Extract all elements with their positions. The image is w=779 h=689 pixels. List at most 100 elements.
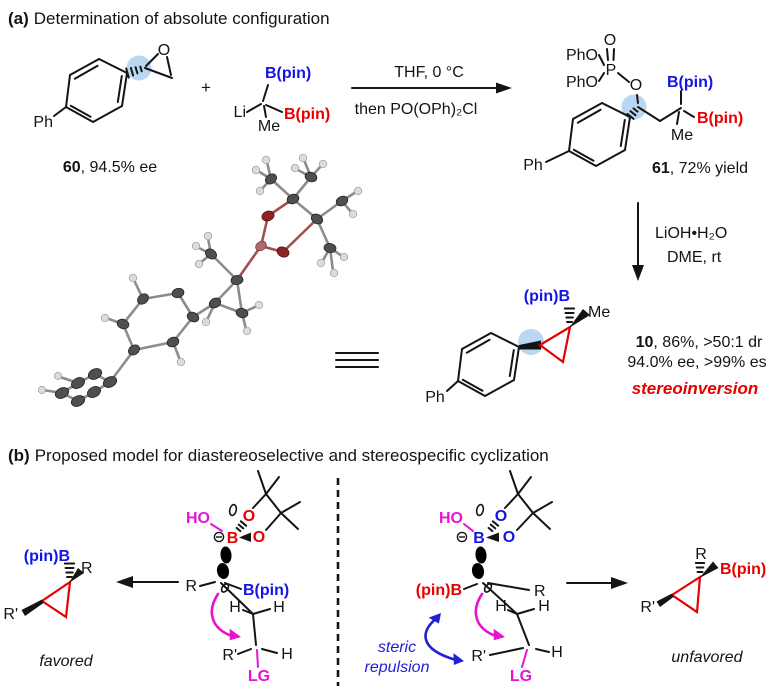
bpin-label: B(pin) — [720, 561, 766, 578]
xray-boron-oxygen — [255, 210, 290, 258]
orbital-lobe — [471, 563, 485, 579]
r-label: R — [185, 578, 197, 595]
reaction-arrow-1: THF, 0 °C then PO(OPh)₂Cl — [351, 64, 512, 118]
cyclopropane-ring — [538, 324, 572, 364]
arrowhead-bottom — [453, 653, 464, 665]
compound-61-label: 61, 72% yield — [652, 160, 748, 177]
rprime-label: R' — [640, 599, 655, 616]
phosphorus: P — [606, 62, 617, 79]
oxygen-double: O — [604, 32, 616, 49]
benzene-ring — [456, 331, 521, 398]
ho-label: HO — [186, 510, 210, 527]
h1-label: H — [495, 598, 507, 615]
xray-bonds — [41, 158, 358, 403]
equivalence-sign — [335, 352, 379, 368]
arrowhead — [496, 82, 512, 94]
hydrolysis-arrow: LiOH•H₂O DME, rt — [632, 202, 727, 281]
transition-state-right: HO B O O R (pin)B — [365, 470, 563, 685]
curved-arrow — [474, 592, 498, 638]
bold-wedge — [519, 340, 541, 350]
orbital-lobe — [216, 563, 230, 579]
pinb-label: (pin)B — [416, 582, 462, 599]
arrowhead-top — [428, 613, 441, 624]
favored-caption: favored — [39, 653, 93, 670]
curved-arrowhead — [229, 628, 241, 641]
hashed-wedge — [125, 65, 143, 79]
h2-label: H — [273, 599, 285, 616]
plus-sign: + — [201, 78, 211, 97]
li-label: Li — [234, 104, 246, 121]
unfavored-product-structure: R B(pin) R' unfavored — [640, 546, 766, 666]
bold-wedge-me — [569, 309, 590, 328]
arrowhead — [116, 576, 133, 588]
hashed-wedge — [63, 562, 76, 578]
bpin-blue-label: B(pin) — [667, 74, 713, 91]
panel-b-heading: (b) Proposed model for diastereoselective… — [8, 446, 549, 465]
benzene-ring — [567, 101, 632, 168]
bpin-red-label: B(pin) — [284, 106, 330, 123]
me-label: Me — [671, 127, 693, 144]
rprime-label: R' — [471, 648, 486, 665]
oxygen-atom — [261, 210, 275, 222]
ph-label: Ph — [425, 389, 445, 406]
steric-repulsion-annotation: steric repulsion — [365, 613, 464, 676]
pinb-label: (pin)B — [24, 548, 70, 565]
o-top-label: O — [495, 508, 507, 525]
h2-label: H — [538, 598, 550, 615]
bold-wedge-bpin — [699, 561, 719, 578]
double-headed-arrow — [424, 615, 458, 662]
compound-10-structure: Ph (pin)B Me 10, 86%, >50:1 dr 94.0% ee,… — [425, 288, 766, 406]
cyclopropane-ring — [670, 574, 702, 614]
me-label: Me — [258, 118, 280, 135]
curved-arrow — [210, 592, 234, 638]
bpin-blue-label: B(pin) — [265, 65, 311, 82]
panel-a-heading: (a) Determination of absolute configurati… — [8, 9, 330, 28]
bold-wedge-rprime — [21, 599, 44, 616]
h3-label: H — [281, 646, 293, 663]
minus-charge-symbol — [213, 531, 225, 543]
r-label: R — [695, 546, 707, 563]
compound-60-label: 60, 94.5% ee — [63, 159, 157, 176]
arrow-to-favored — [116, 576, 179, 588]
unfavored-caption: unfavored — [671, 649, 743, 666]
cyclopropane-ring — [40, 579, 72, 619]
hydrolysis-line1: LiOH•H₂O — [655, 225, 727, 242]
compound-60-structure: O Ph 60, 94.5% ee — [33, 42, 173, 176]
bold-wedge-rprime — [656, 593, 674, 607]
arrowhead — [632, 265, 644, 281]
r-label: R — [81, 560, 93, 577]
boron-atom — [255, 240, 267, 252]
minus-charge-symbol — [456, 531, 468, 543]
ph-label: Ph — [523, 157, 543, 174]
compound-10-label2: 94.0% ee, >99% es — [627, 354, 766, 371]
benzene-ring — [64, 57, 129, 124]
h3-label: H — [551, 644, 563, 661]
xray-carbons — [54, 171, 349, 407]
oxygen-ester: O — [630, 77, 642, 94]
hashed-bond-b-o — [487, 520, 500, 533]
pho-bottom: PhO — [566, 74, 598, 91]
ho-label: HO — [439, 510, 463, 527]
pinb-blue-label: (pin)B — [524, 288, 570, 305]
transition-state-left: HO B O O — [185, 470, 301, 685]
arrow-to-unfavored — [566, 577, 628, 589]
steric-line2: repulsion — [365, 659, 430, 676]
o-right-label: O — [253, 529, 265, 546]
compound-61-structure: PhO PhO P O O B(pin) B(pin) Me Ph 61, 72… — [523, 32, 748, 177]
orbital-lobe — [220, 546, 232, 564]
curved-arrowhead — [493, 628, 505, 641]
reagent-structure: B(pin) B(pin) Li Me — [234, 65, 331, 135]
favored-product-structure: (pin)B R R' favored — [3, 548, 93, 670]
compound-10-label: 10, 86%, >50:1 dr — [636, 334, 763, 351]
empty-orbital-lobe — [475, 503, 485, 517]
rprime-label: R' — [222, 647, 237, 664]
hashed-bond-b-o — [235, 520, 248, 533]
ph-label: Ph — [33, 114, 53, 131]
hashed-wedge — [694, 562, 706, 573]
lg-label: LG — [510, 668, 532, 685]
bold-wedge-r — [69, 568, 84, 583]
orbital-lobe — [475, 546, 487, 564]
hashed-wedge — [563, 307, 576, 323]
empty-orbital-lobe — [228, 503, 238, 517]
xray-crystal-structure — [38, 153, 363, 407]
